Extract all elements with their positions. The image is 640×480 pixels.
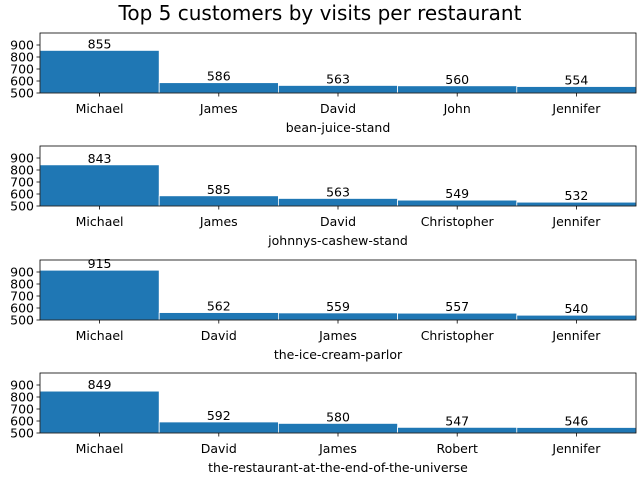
x-tick-label: David [320, 101, 356, 116]
bar-3 [277, 422, 398, 434]
x-tick-label: David [201, 328, 237, 343]
value-label: 580 [326, 409, 350, 424]
y-tick-label: 700 [10, 289, 34, 304]
bar-1 [39, 390, 160, 434]
value-label: 843 [88, 151, 112, 166]
x-tick-label: Christopher [421, 328, 495, 343]
x-tick-label: Jennifer [551, 214, 601, 229]
value-label: 592 [207, 408, 231, 423]
value-label: 547 [445, 413, 469, 428]
x-tick-label: Robert [436, 441, 478, 456]
x-tick-label: John [443, 101, 471, 116]
value-label: 560 [445, 72, 469, 87]
x-axis-label: the-restaurant-at-the-end-of-the-univers… [208, 460, 468, 475]
value-label: 549 [445, 186, 469, 201]
chart-title: Top 5 customers by visits per restaurant [118, 1, 522, 25]
y-tick-label: 900 [10, 151, 34, 166]
bar-4 [397, 312, 518, 321]
x-tick-label: Jennifer [551, 441, 601, 456]
y-tick-label: 500 [10, 426, 34, 441]
x-tick-label: James [318, 328, 357, 343]
y-tick-label: 800 [10, 163, 34, 178]
bar-1 [39, 164, 160, 207]
x-tick-label: Michael [76, 101, 124, 116]
x-tick-label: Jennifer [551, 328, 601, 343]
x-axis-label: bean-juice-stand [286, 120, 391, 135]
value-label: 532 [564, 188, 588, 203]
bar-2 [158, 195, 279, 207]
x-tick-label: Christopher [421, 214, 495, 229]
value-label: 585 [207, 182, 231, 197]
y-tick-label: 800 [10, 277, 34, 292]
x-tick-label: James [318, 441, 357, 456]
x-axis-label: the-ice-cream-parlor [274, 347, 403, 362]
x-tick-label: James [199, 214, 238, 229]
y-tick-label: 700 [10, 62, 34, 77]
bar-2 [158, 82, 279, 94]
value-label: 586 [207, 69, 231, 84]
y-tick-label: 700 [10, 175, 34, 190]
value-label: 559 [326, 299, 350, 314]
y-tick-label: 800 [10, 390, 34, 405]
x-tick-label: Jennifer [551, 101, 601, 116]
x-tick-label: Michael [76, 441, 124, 456]
value-label: 540 [564, 301, 588, 316]
y-tick-label: 600 [10, 74, 34, 89]
x-tick-label: David [201, 441, 237, 456]
y-tick-label: 800 [10, 50, 34, 65]
value-label: 546 [564, 413, 588, 428]
y-tick-label: 900 [10, 38, 34, 53]
value-label: 849 [88, 377, 112, 392]
y-tick-label: 900 [10, 265, 34, 280]
bar-1 [39, 269, 160, 321]
x-tick-label: David [320, 214, 356, 229]
y-tick-label: 600 [10, 301, 34, 316]
y-tick-label: 600 [10, 187, 34, 202]
x-tick-label: James [199, 101, 238, 116]
bar-1 [39, 50, 160, 94]
value-label: 563 [326, 71, 350, 86]
value-label: 563 [326, 184, 350, 199]
value-label: 915 [88, 256, 112, 271]
y-tick-label: 700 [10, 402, 34, 417]
y-tick-label: 500 [10, 86, 34, 101]
bar-2 [158, 421, 279, 434]
bar-3 [277, 85, 398, 94]
bar-4 [397, 85, 518, 94]
bar-2 [158, 312, 279, 321]
x-tick-label: Michael [76, 328, 124, 343]
bar-3 [277, 198, 398, 207]
value-label: 562 [207, 299, 231, 314]
y-tick-label: 500 [10, 199, 34, 214]
x-axis-label: johnnys-cashew-stand [267, 233, 408, 248]
value-label: 855 [88, 36, 112, 51]
y-tick-label: 900 [10, 378, 34, 393]
y-tick-label: 600 [10, 414, 34, 429]
x-tick-label: Michael [76, 214, 124, 229]
value-label: 554 [564, 73, 588, 88]
bar-3 [277, 312, 398, 321]
value-label: 557 [445, 299, 469, 314]
y-tick-label: 500 [10, 313, 34, 328]
